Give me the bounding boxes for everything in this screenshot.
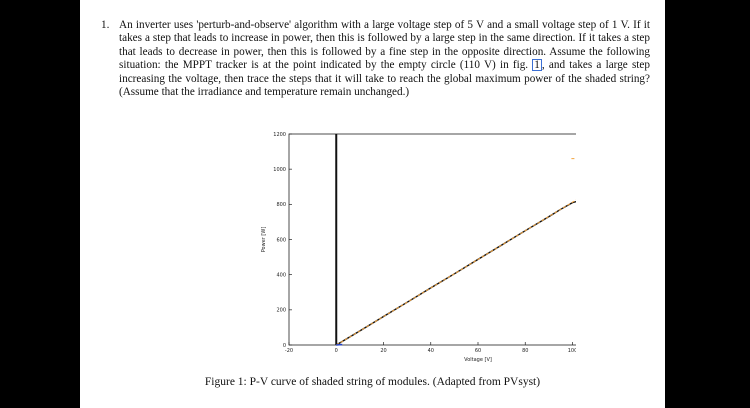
x-tick-label: 100 (568, 348, 576, 354)
y-tick-label: 1000 (273, 167, 286, 173)
y-tick-label: 400 (276, 272, 286, 278)
series-group (335, 199, 576, 346)
plot-frame (288, 133, 576, 346)
x-tick-label: 40 (428, 348, 434, 354)
y-tick-label: 0 (283, 343, 286, 349)
x-axis-label: Voltage [V] (464, 357, 492, 363)
y-tick-label: 1200 (273, 132, 286, 138)
x-tick-label: 80 (522, 348, 528, 354)
legend: Unshaded full array (571, 158, 576, 160)
x-tick-label: -20 (285, 348, 293, 354)
problem-text-part-2: , and takes a large step increasing the … (119, 59, 650, 99)
y-axis-ticks: 0 200 400 600 800 1000 1200 (273, 132, 292, 349)
document-page: 1. An inverter uses 'perturb-and-observe… (80, 0, 665, 408)
y-axis-label: Power [W] (261, 227, 267, 253)
y-tick-label: 200 (276, 308, 286, 314)
x-axis-ticks: -20020406080100120140 (285, 342, 576, 354)
y-tick-label: 600 (276, 237, 286, 243)
x-tick-label: 60 (475, 348, 481, 354)
problem-body: An inverter uses 'perturb-and-observe' a… (119, 19, 650, 99)
problem-number: 1. (101, 19, 110, 31)
x-tick-label: 0 (335, 348, 338, 354)
y-tick-label: 800 (276, 202, 286, 208)
figure-caption: Figure 1: P-V curve of shaded string of … (204, 376, 541, 388)
problem-statement: 1. An inverter uses 'perturb-and-observe… (101, 19, 650, 99)
figure-reference-link[interactable]: 1 (532, 59, 542, 72)
problem-text-part-1: An inverter uses 'perturb-and-observe' a… (119, 19, 650, 72)
unshaded-array-series (336, 199, 576, 346)
x-tick-label: 20 (380, 348, 386, 354)
start-marker (336, 343, 343, 346)
